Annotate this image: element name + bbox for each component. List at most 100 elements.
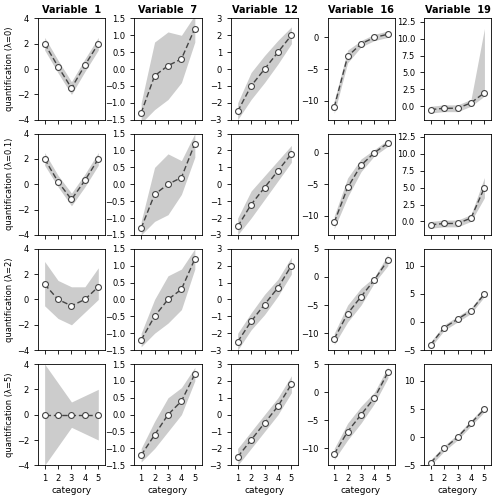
Point — [384, 139, 392, 147]
Point — [41, 40, 49, 48]
Point — [330, 335, 338, 343]
Point — [440, 220, 448, 228]
Point — [344, 428, 352, 436]
Title: Variable  1: Variable 1 — [42, 5, 101, 15]
Point — [481, 184, 489, 192]
Point — [274, 167, 282, 175]
Point — [357, 292, 365, 300]
Point — [178, 397, 186, 405]
Point — [247, 200, 255, 208]
Point — [151, 190, 159, 198]
Point — [427, 106, 434, 114]
Point — [357, 410, 365, 418]
Point — [54, 410, 62, 418]
Point — [330, 450, 338, 458]
Point — [164, 296, 172, 304]
Point — [178, 286, 186, 294]
Point — [81, 410, 89, 418]
Point — [178, 55, 186, 63]
Point — [247, 318, 255, 326]
Point — [81, 296, 89, 304]
Point — [137, 224, 145, 232]
Point — [344, 184, 352, 192]
Title: Variable  16: Variable 16 — [328, 5, 394, 15]
Point — [137, 336, 145, 344]
Point — [384, 30, 392, 38]
X-axis label: category: category — [341, 486, 381, 495]
X-axis label: category: category — [52, 486, 92, 495]
Point — [371, 394, 378, 402]
Point — [454, 315, 462, 323]
Point — [481, 290, 489, 298]
Point — [234, 222, 242, 230]
Point — [454, 433, 462, 441]
Point — [467, 419, 475, 427]
Point — [274, 48, 282, 56]
Point — [41, 155, 49, 163]
X-axis label: category: category — [437, 486, 478, 495]
Point — [67, 196, 75, 203]
Y-axis label: quantification (λ=0): quantification (λ=0) — [5, 27, 14, 112]
Point — [357, 40, 365, 48]
Point — [94, 40, 102, 48]
Point — [467, 214, 475, 222]
Point — [164, 410, 172, 418]
Point — [41, 410, 49, 418]
Point — [384, 368, 392, 376]
Point — [344, 310, 352, 318]
Point — [440, 104, 448, 112]
Point — [67, 410, 75, 418]
Point — [287, 32, 295, 40]
Point — [164, 180, 172, 188]
Point — [260, 65, 268, 73]
Point — [191, 140, 199, 147]
Point — [260, 184, 268, 192]
Point — [178, 174, 186, 182]
Point — [151, 312, 159, 320]
Point — [81, 176, 89, 184]
Point — [467, 306, 475, 314]
Point — [247, 82, 255, 90]
Point — [440, 324, 448, 332]
Point — [94, 155, 102, 163]
Point — [371, 276, 378, 284]
Point — [151, 431, 159, 439]
Y-axis label: quantification (λ=5): quantification (λ=5) — [5, 372, 14, 457]
Point — [467, 99, 475, 107]
Point — [54, 296, 62, 304]
Point — [481, 88, 489, 96]
Point — [384, 256, 392, 264]
Point — [54, 62, 62, 70]
Point — [481, 405, 489, 413]
Point — [260, 419, 268, 427]
Point — [440, 444, 448, 452]
Point — [234, 453, 242, 461]
Point — [247, 436, 255, 444]
Point — [94, 283, 102, 291]
Point — [137, 451, 145, 459]
Point — [427, 340, 434, 348]
Title: Variable  19: Variable 19 — [425, 5, 491, 15]
Point — [330, 218, 338, 226]
Point — [41, 280, 49, 288]
Point — [454, 220, 462, 228]
Title: Variable  12: Variable 12 — [232, 5, 298, 15]
Point — [287, 380, 295, 388]
Point — [344, 52, 352, 60]
Point — [330, 103, 338, 111]
Point — [164, 62, 172, 70]
Point — [427, 458, 434, 466]
Point — [54, 178, 62, 186]
X-axis label: category: category — [245, 486, 285, 495]
Point — [191, 255, 199, 263]
Point — [94, 410, 102, 418]
Point — [274, 284, 282, 292]
Point — [191, 370, 199, 378]
Point — [371, 34, 378, 42]
Y-axis label: quantification (λ=2): quantification (λ=2) — [5, 257, 14, 342]
Point — [287, 262, 295, 270]
Point — [151, 72, 159, 80]
Point — [191, 24, 199, 32]
X-axis label: category: category — [148, 486, 188, 495]
Point — [274, 402, 282, 410]
